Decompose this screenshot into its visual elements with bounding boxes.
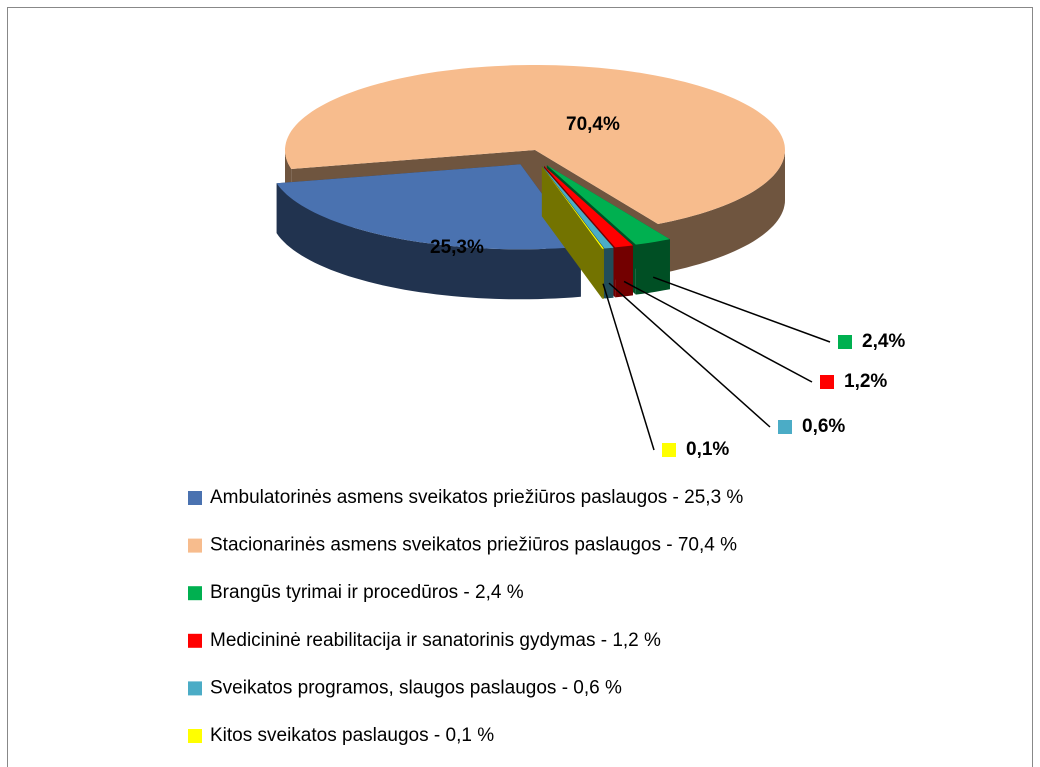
slice-rim [276,183,581,300]
legend-label: Ambulatorinės asmens sveikatos priežiūro… [210,487,743,508]
slice-wall [541,166,603,299]
label-marker [820,375,834,389]
slice-top [546,165,670,245]
slice-rim [635,239,670,295]
legend-label: Sveikatos programos, slaugos paslaugos -… [210,677,622,698]
data-label: 0,1% [686,439,729,460]
legend-swatch [188,538,202,553]
legend-swatch [188,633,202,648]
leader-line [602,283,655,451]
slice-top [544,165,633,248]
legend-label: Brangūs tyrimai ir procedūros - 2,4 % [210,582,524,603]
label-marker [662,443,676,457]
slice-top [276,164,581,250]
leader-line [608,282,771,428]
slice-rim [602,248,604,299]
data-label: 1,2% [844,371,887,392]
legend-label: Medicininė reabilitacija ir sanatorinis … [210,630,661,651]
data-label: 70,4% [566,114,620,135]
legend-swatch [188,681,202,696]
slice-rim [658,150,785,274]
slice-rim [615,245,633,298]
legend-swatch [188,729,202,743]
slice [276,164,581,300]
legend-swatch [188,491,202,505]
data-label: 2,4% [862,331,905,352]
leader-line [652,276,831,343]
label-marker [778,420,792,434]
legend-label: Kitos sveikatos paslaugos - 0,1 % [210,725,494,746]
slice-top [285,65,785,224]
label-marker [542,118,556,132]
slice-top [541,166,604,249]
data-label: 25,3% [430,237,484,258]
label-marker [838,335,852,349]
legend-label: Stacionarinės asmens sveikatos priežiūro… [210,535,737,556]
data-label: 0,6% [802,416,845,437]
legend-swatch [188,586,202,601]
leader-line [623,280,813,383]
slice-top [542,166,614,249]
slice [541,166,604,299]
